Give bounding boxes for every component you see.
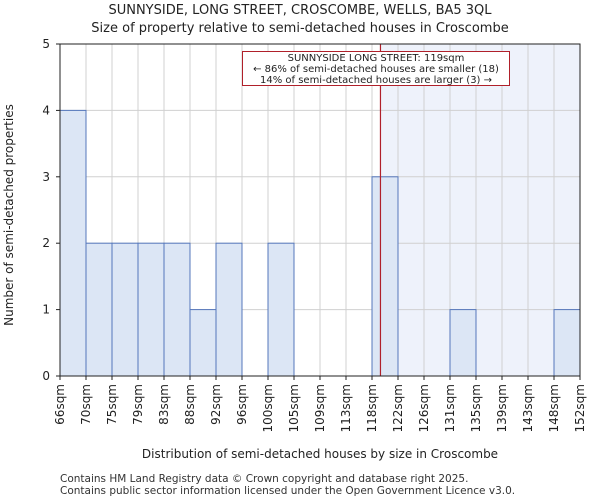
histogram-bar (137, 242, 165, 377)
histogram-bar (59, 109, 87, 377)
chart-title: SUNNYSIDE, LONG STREET, CROSCOMBE, WELLS… (108, 3, 492, 18)
x-tick-label: 126sqm (417, 384, 431, 432)
x-tick-label: 70sqm (79, 384, 93, 425)
y-axis-label: Number of semi-detached properties (2, 104, 16, 326)
x-axis-label: Distribution of semi-detached houses by … (142, 447, 498, 461)
annotation-title: SUNNYSIDE LONG STREET: 119sqm (287, 53, 465, 64)
histogram-bar (85, 242, 113, 377)
x-tick-label: 139sqm (495, 384, 509, 432)
x-tick-label: 122sqm (391, 384, 405, 432)
annotation-box: SUNNYSIDE LONG STREET: 119sqm ← 86% of s… (242, 51, 510, 86)
x-tick-label: 143sqm (521, 384, 535, 432)
x-tick-label: 100sqm (261, 384, 275, 432)
x-tick-label: 148sqm (547, 384, 561, 432)
x-tick-label: 135sqm (469, 384, 483, 432)
histogram-bar (553, 309, 581, 377)
x-tick-label: 96sqm (235, 384, 249, 425)
y-tick-label: 4 (42, 103, 50, 117)
chart-subtitle: Size of property relative to semi-detach… (91, 21, 509, 36)
y-tick-label: 3 (42, 170, 50, 184)
larger-region-shade (380, 44, 580, 376)
annotation-larger: 14% of semi-detached houses are larger (… (259, 75, 493, 86)
annotation-smaller: ← 86% of semi-detached houses are smalle… (253, 64, 499, 75)
x-tick-label: 113sqm (339, 384, 353, 432)
x-tick-label: 105sqm (287, 384, 301, 432)
histogram-bar (371, 176, 399, 377)
y-tick-label: 5 (42, 37, 50, 51)
histogram-bar (215, 242, 243, 377)
footer-licence: Contains public sector information licen… (60, 485, 516, 497)
x-tick-label: 75sqm (105, 384, 119, 425)
histogram-bar (449, 309, 477, 377)
histogram-bar (189, 309, 217, 377)
histogram-bar (267, 242, 295, 377)
histogram-bar (163, 242, 191, 377)
y-tick-label: 2 (42, 236, 50, 250)
y-tick-label: 1 (42, 303, 50, 317)
y-tick-label: 0 (42, 369, 50, 383)
x-tick-label: 88sqm (183, 384, 197, 425)
x-tick-label: 92sqm (209, 384, 223, 425)
x-tick-label: 118sqm (365, 384, 379, 432)
histogram-bar (111, 242, 139, 377)
x-tick-label: 152sqm (573, 384, 587, 432)
x-tick-label: 79sqm (131, 384, 145, 425)
x-tick-label: 109sqm (313, 384, 327, 432)
x-tick-label: 131sqm (443, 384, 457, 432)
footer-copyright: Contains HM Land Registry data © Crown c… (60, 473, 469, 485)
x-tick-label: 83sqm (157, 384, 171, 425)
histogram-chart: 0 1 2 3 4 5 66sqm 70sqm 75sqm 79sqm 83sqm 88sqm 92sq… (2, 37, 587, 461)
x-tick-label: 66sqm (53, 384, 67, 425)
